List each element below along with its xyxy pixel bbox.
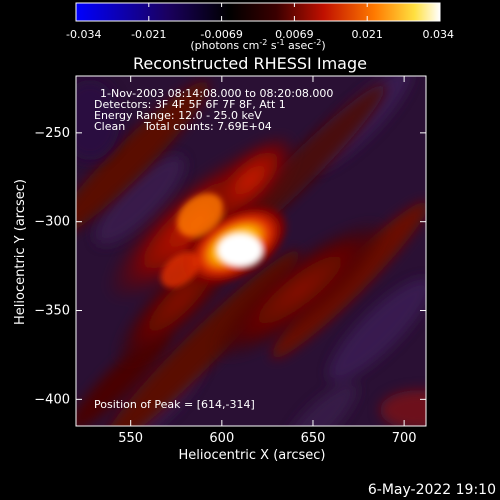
- x-tick-label: 600: [209, 431, 234, 446]
- info-energy: Energy Range: 12.0 - 25.0 keV: [94, 109, 262, 122]
- x-axis-ticks: 550 600 650 700: [118, 76, 417, 446]
- x-tick-label: 650: [301, 431, 326, 446]
- y-axis-ticks: −250 −300 −350 −400: [34, 126, 426, 407]
- colorbar-ticks: -0.034 -0.021 -0.0069 0.0069 0.021 0.034: [66, 3, 454, 41]
- plot-frame: [75, 75, 427, 427]
- colorbar-gradient: [75, 2, 441, 22]
- y-tick-label: −300: [34, 215, 70, 230]
- colorbar-unit-label: (photons cm-2 s-1 asec-2): [190, 38, 325, 52]
- colorbar-tick-label: 0.021: [351, 28, 383, 41]
- y-tick-label: −350: [34, 304, 70, 319]
- solar-image: [76, 76, 426, 426]
- x-axis-label: Heliocentric X (arcsec): [179, 448, 326, 463]
- info-peak-position: Position of Peak = [614,-314]: [94, 398, 255, 411]
- colorbar-tick-label: -0.021: [131, 28, 166, 41]
- y-axis-label: Heliocentric Y (arcsec): [13, 179, 28, 325]
- info-method: Clean: [94, 120, 125, 133]
- colorbar-tick-label: -0.0069: [200, 28, 242, 41]
- y-tick-label: −400: [34, 392, 70, 407]
- date-stamp: 6-May-2022 19:10: [368, 482, 496, 498]
- colorbar-tick-label: -0.034: [66, 28, 101, 41]
- info-total-counts: Total counts: 7.69E+04: [143, 120, 272, 133]
- x-tick-label: 550: [118, 431, 143, 446]
- observation-info: 1-Nov-2003 08:14:08.000 to 08:20:08.000 …: [94, 87, 333, 411]
- x-tick-label: 700: [392, 431, 417, 446]
- plot-title: Reconstructed RHESSI Image: [133, 54, 367, 73]
- y-tick-label: −250: [34, 126, 70, 141]
- info-detectors: Detectors: 3F 4F 5F 6F 7F 8F, Att 1: [94, 98, 286, 111]
- colorbar-tick-label: 0.034: [423, 28, 455, 41]
- info-time-range: 1-Nov-2003 08:14:08.000 to 08:20:08.000: [100, 87, 333, 100]
- colorbar: -0.034 -0.021 -0.0069 0.0069 0.021 0.034 (pho…: [66, 2, 454, 52]
- colorbar-tick-label: 0.0069: [275, 28, 314, 41]
